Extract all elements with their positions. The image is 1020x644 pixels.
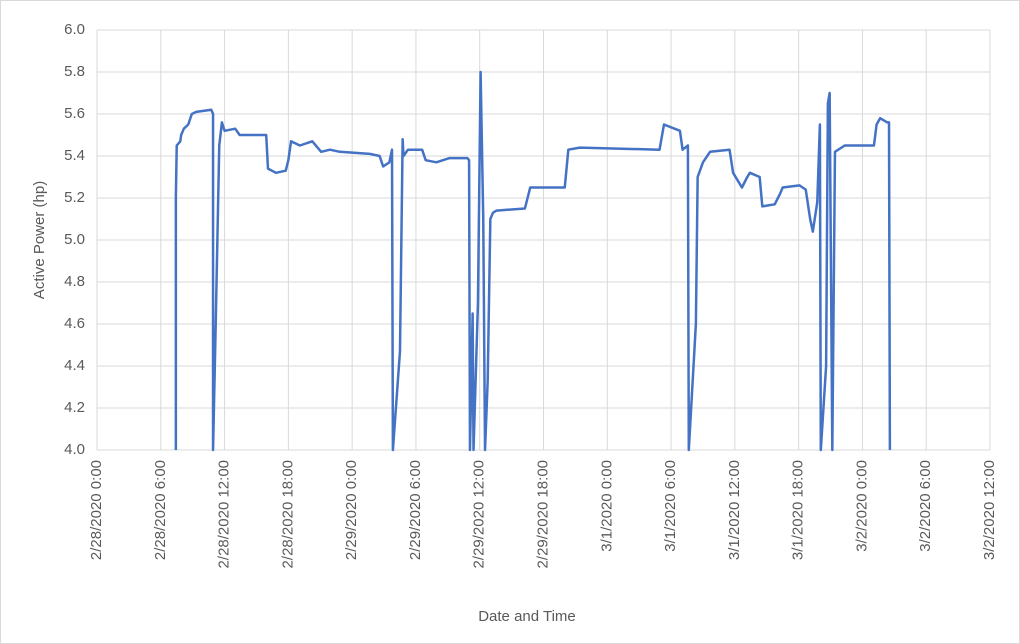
x-tick-label: 2/28/2020 18:00 <box>279 460 296 568</box>
y-tick-label: 5.2 <box>64 189 85 206</box>
y-tick-label: 6.0 <box>64 21 85 38</box>
x-tick-label: 3/1/2020 0:00 <box>598 460 615 552</box>
x-tick-label: 2/29/2020 6:00 <box>407 460 424 560</box>
data-line <box>174 70 892 452</box>
y-tick-label: 4.6 <box>64 315 85 332</box>
x-tick-label: 3/1/2020 18:00 <box>790 460 807 560</box>
x-tick-label: 3/2/2020 12:00 <box>981 460 998 560</box>
y-tick-label: 4.8 <box>64 273 85 290</box>
x-tick-label: 2/28/2020 6:00 <box>152 460 169 560</box>
x-tick-label: 2/28/2020 12:00 <box>216 460 233 568</box>
y-tick-label: 5.4 <box>64 147 85 164</box>
y-tick-label: 4.4 <box>64 357 85 374</box>
x-tick-label: 3/2/2020 0:00 <box>853 460 870 552</box>
x-axis-title: Date and Time <box>478 608 576 625</box>
x-tick-label: 3/1/2020 6:00 <box>662 460 679 552</box>
x-tick-label: 2/29/2020 18:00 <box>534 460 551 568</box>
y-tick-label: 5.8 <box>64 63 85 80</box>
x-tick-label: 2/29/2020 0:00 <box>343 460 360 560</box>
y-tick-label: 4.0 <box>64 441 85 458</box>
x-tick-label: 2/29/2020 12:00 <box>471 460 488 568</box>
y-tick-label: 5.0 <box>64 231 85 248</box>
x-tick-label: 3/1/2020 12:00 <box>726 460 743 560</box>
y-tick-label: 4.2 <box>64 399 85 416</box>
y-tick-label: 5.6 <box>64 105 85 122</box>
x-tick-label: 2/28/2020 0:00 <box>88 460 105 560</box>
y-axis-title: Active Power (hp) <box>31 181 48 299</box>
x-tick-label: 3/2/2020 6:00 <box>917 460 934 552</box>
